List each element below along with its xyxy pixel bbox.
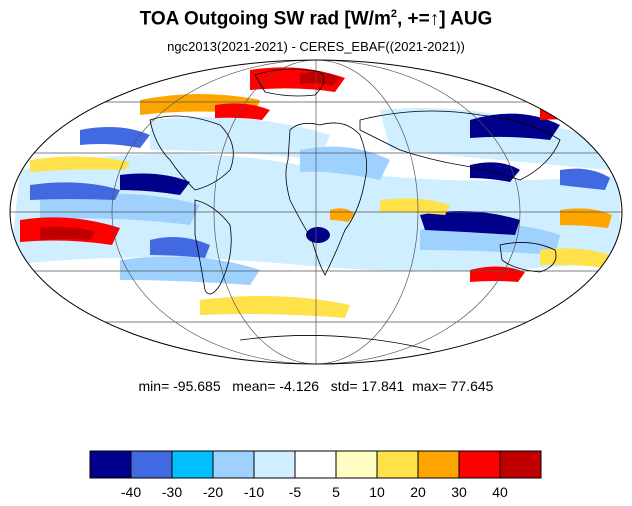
colorbar: -40 -30 -20 -10 -5 5 10 20 30 40	[89, 450, 542, 500]
coastlines	[149, 68, 561, 351]
colorbar-tick-label: 30	[451, 484, 467, 500]
colorbar-tick-label: -30	[162, 484, 182, 500]
anomaly-field	[10, 60, 622, 364]
map-subtitle: ngc2013(2021-2021) - CERES_EBAF((2021-20…	[167, 39, 465, 54]
colorbar-tick-label: 40	[492, 484, 508, 500]
title-superscript: 2	[390, 8, 397, 20]
min-value: -95.685	[173, 378, 221, 394]
colorbar-swatch	[171, 450, 214, 479]
std-value: 17.841	[361, 378, 405, 394]
colorbar-swatch	[335, 450, 378, 479]
max-label: max=	[412, 378, 447, 394]
world-map	[9, 59, 623, 365]
statistics-line: min= -95.685 mean= -4.126 std= 17.841 ma…	[0, 378, 632, 394]
min-label: min=	[138, 378, 170, 394]
colorbar-tick-label: 10	[369, 484, 385, 500]
colorbar-swatch	[417, 450, 460, 479]
colorbar-swatch	[499, 450, 542, 479]
colorbar-tick-label: -40	[121, 484, 141, 500]
std-label: std=	[330, 378, 358, 394]
colorbar-tick-label: 20	[410, 484, 426, 500]
globe-border	[9, 59, 623, 365]
colorbar-swatch	[130, 450, 173, 479]
title-suffix: , +=↑] AUG	[396, 8, 493, 30]
colorbar-tick-label: -10	[244, 484, 264, 500]
colorbar-tick-label: 5	[332, 484, 340, 500]
colorbar-swatch	[458, 450, 501, 479]
colorbar-tick-label: -20	[203, 484, 223, 500]
colorbar-swatch	[89, 450, 132, 479]
mean-value: -4.126	[279, 378, 320, 394]
mean-label: mean=	[232, 378, 276, 394]
colorbar-swatch	[253, 450, 296, 479]
graticule	[10, 60, 622, 364]
colorbar-swatch	[294, 450, 337, 479]
map-title: TOA Outgoing SW rad [W/m2, +=↑] AUG	[0, 8, 632, 30]
colorbar-swatch	[212, 450, 255, 479]
colorbar-swatch	[376, 450, 419, 479]
max-value: 77.645	[450, 378, 494, 394]
colorbar-tick-label: -5	[289, 484, 302, 500]
title-text: TOA Outgoing SW rad [W/m	[139, 8, 391, 30]
